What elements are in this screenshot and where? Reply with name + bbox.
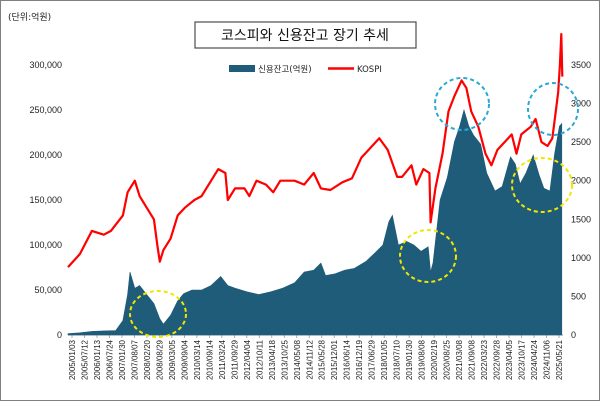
y-left-tick-label: 150,000: [29, 195, 62, 205]
x-tick-label: 2022/03/23: [480, 339, 489, 380]
series-area-credit-balance: [67, 108, 563, 336]
y-left-tick-label: 250,000: [29, 105, 62, 115]
y-right-tick-label: 1000: [571, 253, 591, 263]
x-tick-label: 2008/02/20: [143, 339, 152, 380]
x-tick-label: 2020/02/19: [430, 339, 439, 380]
x-tick-label: 2023/10/17: [518, 339, 527, 380]
x-tick-label: 2019/08/08: [418, 339, 427, 380]
y-right-tick-label: 1500: [571, 214, 591, 224]
x-tick-label: 2021/09/08: [468, 339, 477, 380]
x-tick-label: 2009/03/05: [168, 339, 177, 380]
highlight-circle-2008: [129, 290, 187, 338]
x-tick-label: 2015/05/28: [318, 339, 327, 380]
legend-swatch-credit: [229, 65, 255, 72]
y-right-tick-label: 2500: [571, 137, 591, 147]
x-tick-label: 2008/08/29: [155, 339, 164, 380]
x-tick-label: 2014/05/08: [293, 339, 302, 380]
y-left-tick-label: 0: [57, 330, 62, 340]
legend-label-credit: 신용잔고(억원): [258, 64, 312, 75]
x-tick-label: 2018/01/05: [380, 339, 389, 380]
y-right-tick-label: 3000: [571, 99, 591, 109]
x-tick-label: 2007/01/30: [118, 339, 127, 380]
unit-label: (단위:억원): [8, 11, 51, 23]
x-tick-label: 2013/10/25: [280, 339, 289, 380]
y-left-tick-label: 300,000: [29, 60, 62, 70]
x-tick-label: 2012/04/04: [243, 339, 252, 380]
highlight-circle-2021-peak: [434, 77, 490, 131]
x-tick-label: 2006/07/24: [105, 339, 114, 380]
y-right-tick-label: 3500: [571, 60, 591, 70]
highlight-circle-2025-peak: [527, 82, 579, 136]
x-tick-label: 2014/11/12: [305, 339, 314, 379]
series-line-kospi: [67, 33, 564, 268]
x-tick-label: 2019/01/30: [405, 339, 414, 380]
y-right-tick-label: 0: [571, 330, 576, 340]
x-tick-label: 2015/12/01: [330, 339, 339, 380]
x-tick-label: 2005/07/12: [80, 339, 89, 380]
y-right-tick-label: 2000: [571, 176, 591, 186]
legend-label-kospi: KOSPI: [357, 65, 382, 75]
x-tick-label: 2007/08/07: [130, 339, 139, 380]
x-tick-label: 2009/09/04: [180, 339, 189, 380]
x-tick-label: 2017/06/29: [368, 339, 377, 380]
x-tick-label: 2012/10/11: [255, 339, 264, 379]
x-tick-label: 2010/03/14: [193, 339, 202, 380]
x-tick-label: 2010/09/14: [205, 339, 214, 380]
y-left-tick-label: 200,000: [29, 150, 62, 160]
x-tick-label: 2011/03/24: [218, 339, 227, 379]
x-tick-label: 2018/07/10: [393, 339, 402, 380]
chart-title: 코스피와 신용잔고 장기 추세: [221, 28, 389, 44]
x-tick-label: 2005/01/03: [68, 339, 77, 380]
x-tick-label: 2020/08/25: [443, 339, 452, 380]
x-tick-label: 2013/04/18: [268, 339, 277, 380]
highlight-circle-2024: [511, 157, 573, 213]
x-tick-label: 2016/12/19: [355, 339, 364, 380]
x-tick-label: 2024/04/24: [530, 339, 539, 380]
highlight-circle-2020: [399, 229, 457, 283]
x-tick-label: 2021/03/08: [455, 339, 464, 380]
y-left-tick-label: 100,000: [29, 240, 62, 250]
x-tick-label: 2011/09/29: [230, 339, 239, 379]
x-tick-label: 2025/05/21: [555, 339, 564, 380]
x-tick-label: 2023/04/05: [505, 339, 514, 380]
x-tick-label: 2016/06/14: [343, 339, 352, 380]
chart-title-box: [194, 21, 417, 49]
y-left-tick-label: 50,000: [34, 285, 62, 295]
x-tick-label: 2006/01/13: [93, 339, 102, 380]
x-tick-label: 2024/11/06: [543, 339, 552, 379]
x-tick-label: 2022/09/28: [493, 339, 502, 380]
y-right-tick-label: 500: [571, 291, 586, 301]
